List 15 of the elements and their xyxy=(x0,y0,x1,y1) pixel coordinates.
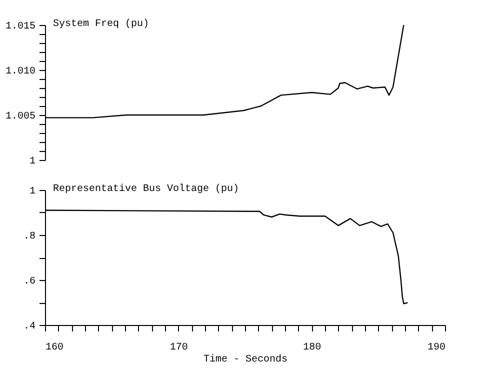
x-tick-label: 180 xyxy=(303,342,322,354)
y-tick-label: 1 xyxy=(29,186,36,198)
y-tick-label: .4 xyxy=(23,322,36,332)
y-tick-label: 1.005 xyxy=(5,112,36,122)
x-tick-label: 160 xyxy=(46,342,64,354)
x-tick-label: 190 xyxy=(427,342,446,354)
x-axis-title: Time - Seconds xyxy=(203,354,288,366)
y-tick-label: .6 xyxy=(23,276,36,288)
chart-title: System Freq (pu) xyxy=(53,18,150,30)
y-tick-label: .8 xyxy=(23,232,36,242)
y-tick-label: 1.010 xyxy=(5,66,36,78)
x-tick-label: 170 xyxy=(170,342,188,354)
y-tick-label: 1.015 xyxy=(5,22,36,32)
chart-title: Representative Bus Voltage (pu) xyxy=(53,183,240,195)
y-tick-label: 1 xyxy=(29,156,36,168)
